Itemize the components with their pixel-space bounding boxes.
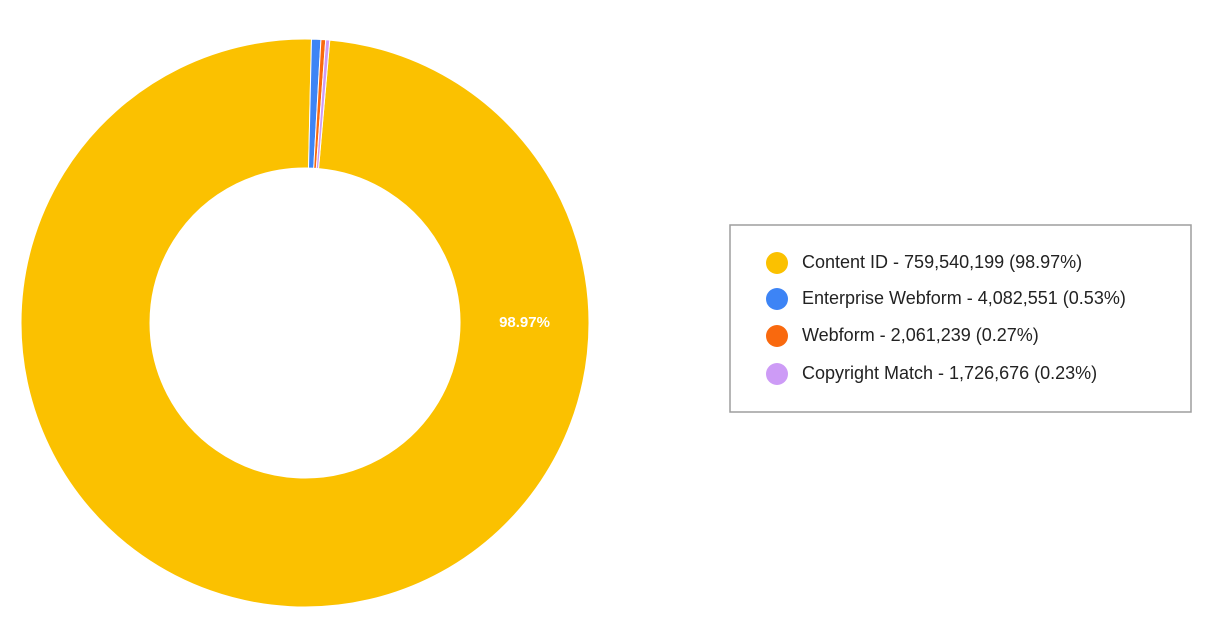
legend-label: Copyright Match - 1,726,676 (0.23%): [802, 363, 1097, 383]
legend-marker: [766, 252, 788, 274]
legend-label: Enterprise Webform - 4,082,551 (0.53%): [802, 288, 1126, 308]
slice: [20, 38, 590, 608]
legend-marker: [766, 325, 788, 347]
legend-box: [729, 224, 1192, 413]
slice-label: 98.97%: [499, 314, 550, 331]
slice: [315, 39, 331, 170]
legend-marker: [766, 363, 788, 385]
legend-marker: [766, 288, 788, 310]
legend-label: Webform - 2,061,239 (0.27%): [802, 325, 1039, 345]
legend-label: Content ID - 759,540,199 (98.97%): [802, 252, 1082, 272]
